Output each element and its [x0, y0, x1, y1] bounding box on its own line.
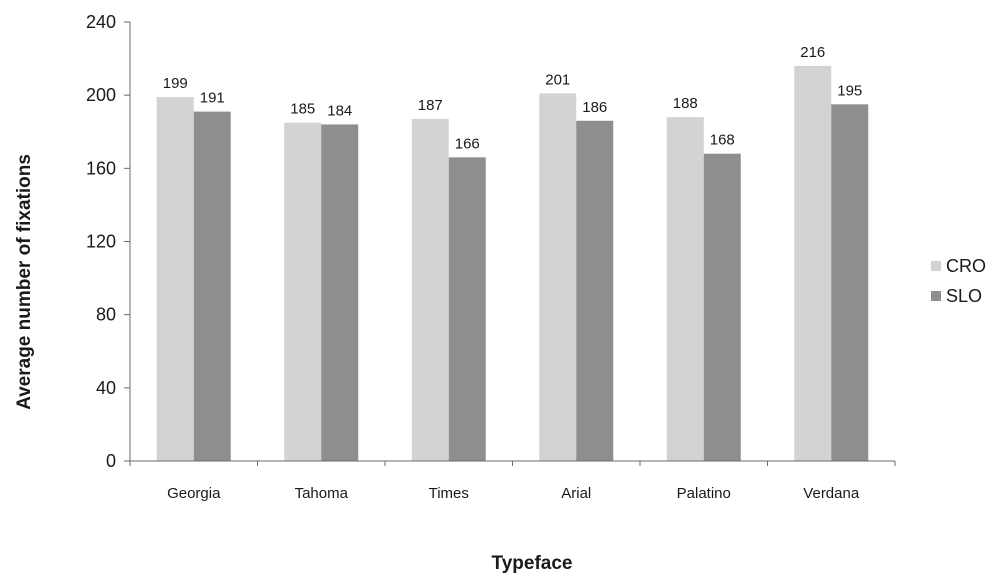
- x-axis-ticks: Georgia Tahoma Times Arial Palatino Verdana: [129, 461, 896, 502]
- bar-cro: [284, 122, 322, 462]
- y-axis-title: Average number of fixations: [14, 154, 35, 410]
- data-label: 216: [800, 44, 825, 61]
- x-tick-label: Tahoma: [295, 485, 349, 502]
- bar-cro: [156, 96, 194, 461]
- data-label: 187: [418, 97, 443, 114]
- bars: [156, 65, 869, 462]
- bar-slo: [193, 111, 231, 462]
- y-tick-label: 0: [106, 451, 116, 471]
- legend-label-slo: SLO: [946, 286, 982, 306]
- legend: CRO SLO: [931, 256, 986, 306]
- bar-cro: [411, 118, 449, 461]
- bar-slo: [703, 153, 741, 461]
- data-label: 168: [710, 132, 735, 149]
- data-label: 199: [163, 75, 188, 92]
- bar-cro: [666, 117, 704, 461]
- bar-slo: [448, 157, 486, 461]
- bar-cro: [794, 65, 832, 462]
- x-tick-label: Georgia: [167, 485, 221, 502]
- data-label: 184: [327, 102, 352, 119]
- bar-slo: [321, 124, 359, 461]
- data-label: 195: [837, 82, 862, 99]
- y-tick-label: 120: [86, 232, 116, 252]
- y-tick-label: 80: [96, 305, 116, 325]
- legend-swatch-cro: [931, 261, 941, 271]
- data-label: 191: [200, 90, 225, 107]
- y-tick-label: 240: [86, 12, 116, 32]
- x-tick-label: Verdana: [803, 485, 860, 502]
- x-tick-label: Arial: [561, 485, 591, 502]
- x-tick-label: Palatino: [677, 485, 731, 502]
- bar-slo: [831, 104, 869, 461]
- y-axis-ticks: 0 40 80 120 160 200 240: [86, 12, 130, 471]
- data-label: 185: [290, 101, 315, 118]
- bar-cro: [539, 93, 577, 462]
- y-tick-label: 160: [86, 158, 116, 178]
- data-label: 188: [673, 95, 698, 112]
- x-axis-title: Typeface: [492, 553, 573, 574]
- legend-swatch-slo: [931, 291, 941, 301]
- y-tick-label: 200: [86, 85, 116, 105]
- data-label: 201: [545, 71, 570, 88]
- bar-slo: [576, 120, 614, 462]
- data-label: 166: [455, 135, 480, 152]
- y-tick-label: 40: [96, 378, 116, 398]
- data-labels: 199 191 185 184 187 166 201 186 188 168 216 195: [163, 44, 863, 152]
- data-label: 186: [582, 99, 607, 116]
- x-tick-label: Times: [429, 485, 469, 502]
- legend-label-cro: CRO: [946, 256, 986, 276]
